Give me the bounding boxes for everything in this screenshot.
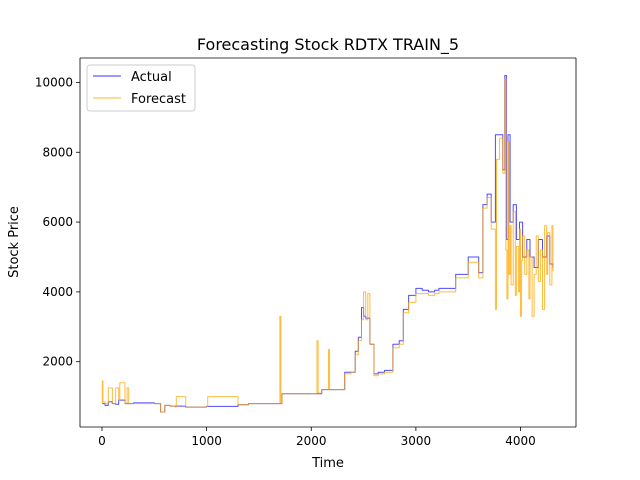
series-layer xyxy=(101,75,554,413)
y-tick-label: 4000 xyxy=(42,285,73,299)
y-tick-label: 6000 xyxy=(42,215,73,229)
chart-title: Forecasting Stock RDTX TRAIN_5 xyxy=(197,35,459,55)
x-tick-label: 0 xyxy=(98,434,106,448)
x-tick-label: 3000 xyxy=(401,434,432,448)
y-axis-ticks: 2000 4000 6000 8000 10000 xyxy=(35,75,80,369)
y-axis-label: Stock Price xyxy=(7,206,22,278)
legend: Actual Forecast xyxy=(86,64,196,112)
y-tick-label: 8000 xyxy=(42,145,73,159)
y-tick-label: 2000 xyxy=(42,355,73,369)
y-tick-label: 10000 xyxy=(35,75,73,89)
series-line-forecast xyxy=(101,78,554,413)
x-axis-label: Time xyxy=(311,456,344,471)
x-tick-label: 4000 xyxy=(505,434,536,448)
legend-label-forecast: Forecast xyxy=(131,92,186,107)
x-tick-label: 1000 xyxy=(191,434,222,448)
axes-frame xyxy=(79,57,577,428)
x-tick-label: 2000 xyxy=(296,434,327,448)
x-axis-ticks: 0 1000 2000 3000 4000 xyxy=(98,427,536,448)
legend-label-actual: Actual xyxy=(131,70,172,85)
